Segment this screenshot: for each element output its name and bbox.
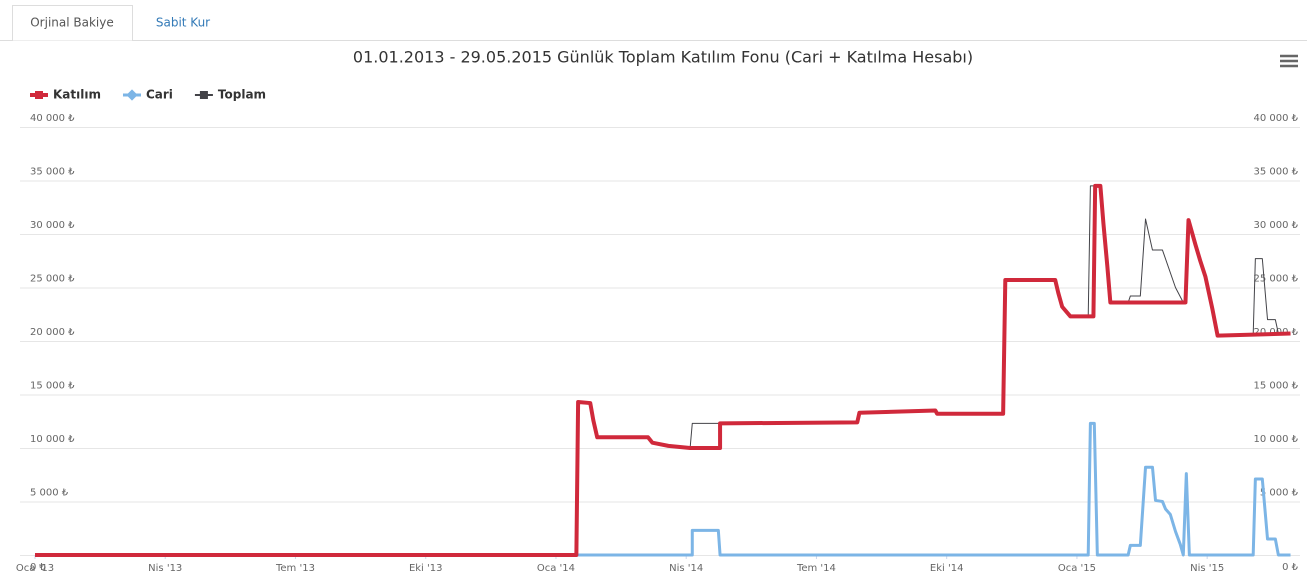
y-tick-label: 10 000 ₺ [30,434,75,445]
legend-item[interactable]: Katılım [30,88,101,102]
x-tick-label: Nis '15 [1190,563,1224,574]
y-tick-label: 0 ₺ [30,562,47,573]
x-tick-label: Eki '13 [409,563,443,574]
x-tick-label: Eki '14 [930,563,964,574]
y-tick-label: 35 000 ₺ [30,167,75,178]
tab[interactable]: Sabit Kur [156,16,210,30]
x-tick-label: Nis '13 [148,563,182,574]
menu-button[interactable] [1280,54,1298,68]
x-tick-label: Oca '15 [1058,563,1096,574]
y-tick-label: 20 000 ₺ [30,327,75,338]
y2-tick-label: 5 000 ₺ [1260,488,1299,499]
legend-symbol [199,91,208,99]
series-line [35,183,1291,557]
y2-tick-label: 40 000 ₺ [1253,113,1298,124]
y2-tick-label: 10 000 ₺ [1253,434,1298,445]
y-tick-label: 40 000 ₺ [30,113,75,124]
x-tick-label: Tem '13 [275,563,315,574]
series-line [35,421,1291,557]
active-tab[interactable] [12,5,133,41]
legend-item[interactable]: Toplam [194,88,266,102]
y2-tick-label: 25 000 ₺ [1253,274,1298,285]
y2-tick-label: 0 ₺ [1282,562,1299,573]
y-tick-label: 15 000 ₺ [30,381,75,392]
x-tick-label: Oca '13 [16,563,54,574]
legend-label: Cari [146,88,173,102]
y-tick-label: 5 000 ₺ [30,488,69,499]
chart-title: 01.01.2013 - 29.05.2015 Günlük Toplam Ka… [353,48,973,67]
y2-tick-label: 15 000 ₺ [1253,381,1298,392]
x-tick-label: Nis '14 [669,563,703,574]
legend-symbol [35,91,43,99]
x-tick-label: Tem '14 [796,563,836,574]
legend-label: Katılım [53,88,101,102]
y2-tick-label: 35 000 ₺ [1253,167,1298,178]
legend-symbol [126,89,138,101]
tab[interactable]: Orjinal Bakiye [30,16,114,30]
x-tick-label: Oca '14 [537,563,575,574]
series-line [35,185,1291,556]
y-tick-label: 25 000 ₺ [30,274,75,285]
y-tick-label: 30 000 ₺ [30,220,75,231]
legend-label: Toplam [218,88,266,102]
y2-tick-label: 30 000 ₺ [1253,220,1298,231]
legend-item[interactable]: Cari [122,88,173,102]
